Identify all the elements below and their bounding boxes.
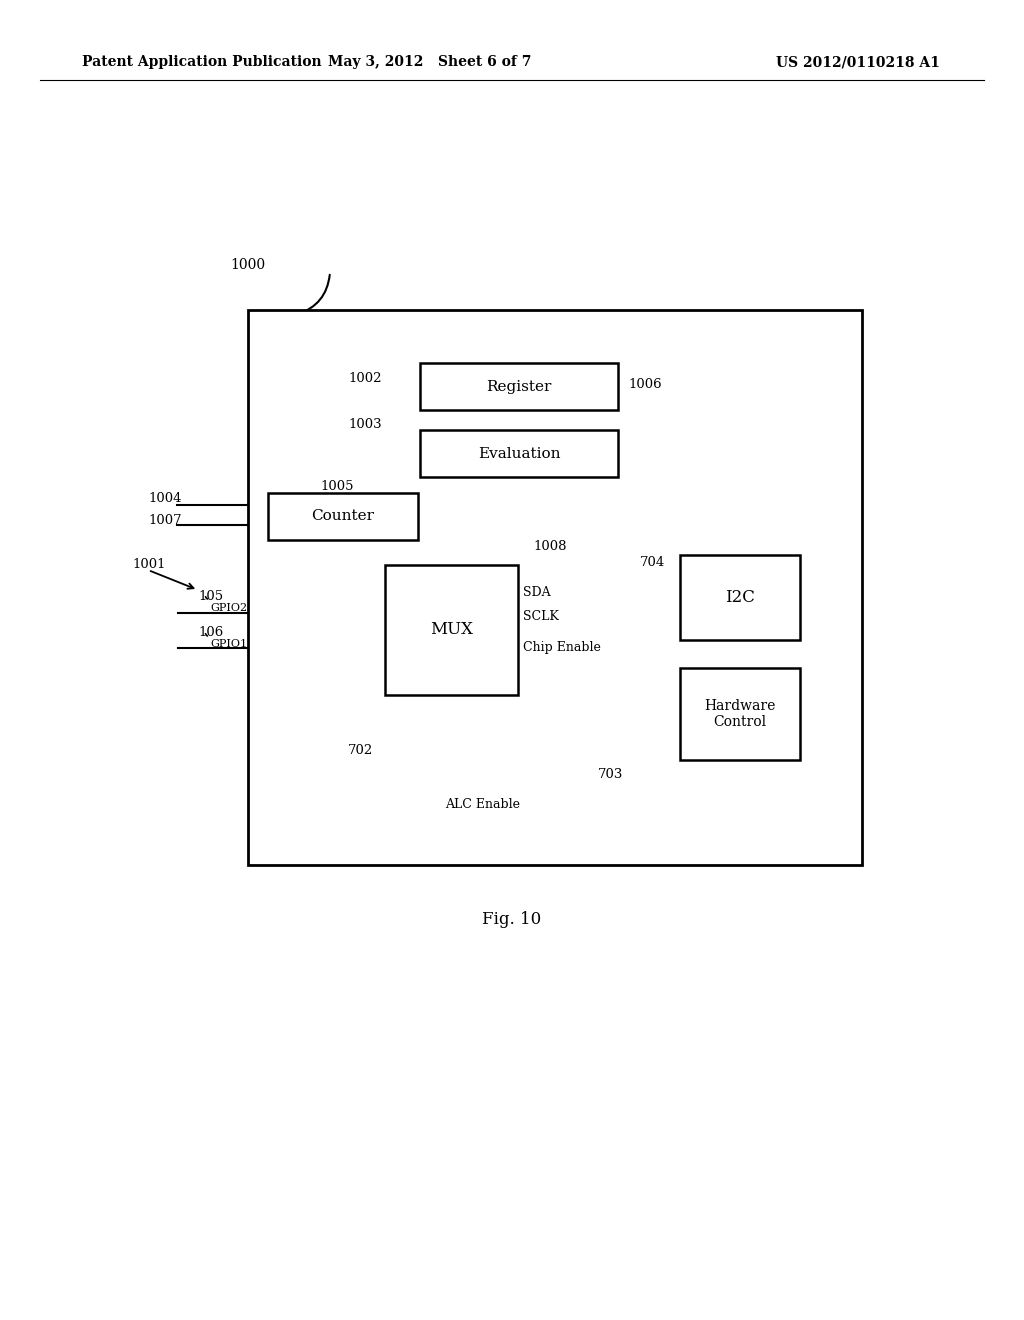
- Text: 1000: 1000: [230, 257, 265, 272]
- Text: 1007: 1007: [148, 513, 181, 527]
- Text: 1003: 1003: [348, 418, 382, 432]
- Text: Hardware
Control: Hardware Control: [705, 698, 776, 729]
- Text: GPIO1: GPIO1: [210, 639, 247, 649]
- Text: Patent Application Publication: Patent Application Publication: [82, 55, 322, 69]
- Text: US 2012/0110218 A1: US 2012/0110218 A1: [776, 55, 940, 69]
- Text: GPIO2: GPIO2: [210, 603, 247, 612]
- Bar: [385, 565, 518, 696]
- Text: 1006: 1006: [628, 379, 662, 392]
- Text: 1001: 1001: [132, 558, 166, 572]
- Bar: [420, 430, 618, 477]
- Text: 1004: 1004: [148, 491, 181, 504]
- Bar: [680, 554, 800, 640]
- Text: 106: 106: [198, 627, 223, 639]
- Text: 1005: 1005: [319, 480, 353, 494]
- Text: 105: 105: [198, 590, 223, 603]
- Text: Register: Register: [486, 380, 552, 393]
- Text: I2C: I2C: [725, 589, 755, 606]
- Text: Chip Enable: Chip Enable: [523, 642, 601, 655]
- Text: SCLK: SCLK: [523, 610, 559, 623]
- Text: 702: 702: [348, 743, 374, 756]
- Text: ALC Enable: ALC Enable: [444, 799, 520, 812]
- Text: Counter: Counter: [311, 510, 375, 524]
- Text: 1008: 1008: [534, 540, 566, 553]
- Text: Evaluation: Evaluation: [478, 446, 560, 461]
- Bar: [268, 492, 418, 540]
- Bar: [248, 310, 862, 865]
- Bar: [680, 668, 800, 760]
- Bar: [420, 363, 618, 411]
- Text: 1002: 1002: [348, 371, 382, 384]
- Text: May 3, 2012   Sheet 6 of 7: May 3, 2012 Sheet 6 of 7: [329, 55, 531, 69]
- Text: SDA: SDA: [523, 586, 551, 598]
- Text: Fig. 10: Fig. 10: [482, 912, 542, 928]
- Text: 703: 703: [598, 768, 624, 781]
- Text: 704: 704: [640, 556, 666, 569]
- Text: MUX: MUX: [430, 622, 473, 639]
